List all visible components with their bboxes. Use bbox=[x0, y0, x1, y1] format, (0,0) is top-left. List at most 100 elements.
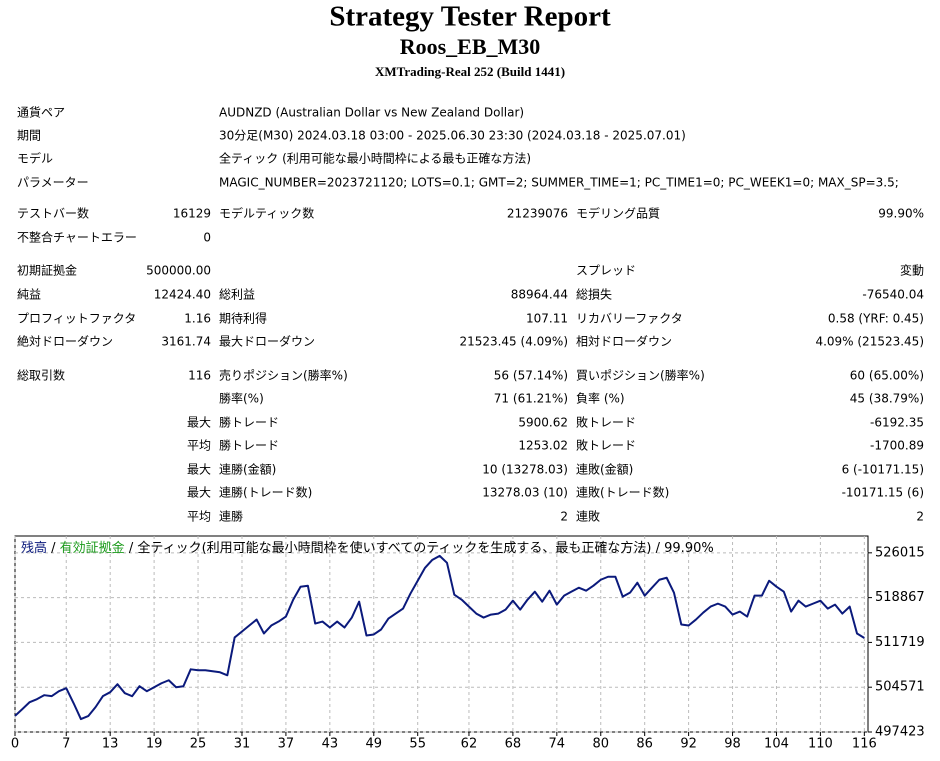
label-cell: 連勝(金額) bbox=[219, 462, 276, 477]
value-cell: 6 (-10171.15) bbox=[842, 463, 924, 477]
label-cell: 絶対ドローダウン bbox=[17, 334, 113, 349]
value-cell: 500000.00 bbox=[146, 264, 211, 278]
label-cell: 敗トレード bbox=[576, 438, 636, 453]
y-tick-label: 526015 bbox=[875, 545, 925, 560]
value-cell: -76540.04 bbox=[862, 288, 924, 302]
x-tick-label: 104 bbox=[764, 737, 789, 752]
chart-subtitle: 全ティック(利用可能な最小時間枠を使いすべてのティックを生成する、最も正確な方法… bbox=[137, 540, 713, 556]
label-cell: 30分足(M30) 2024.03.18 03:00 - 2025.06.30 … bbox=[219, 129, 686, 143]
label-cell: 連敗(金額) bbox=[576, 462, 633, 477]
x-tick-label: 19 bbox=[146, 737, 163, 752]
value-cell: 最大 bbox=[187, 486, 211, 500]
chart-frame bbox=[14, 535, 869, 733]
value-cell: -10171.15 (6) bbox=[842, 486, 924, 500]
value-cell: 1253.02 bbox=[518, 439, 568, 453]
label-cell: 相対ドローダウン bbox=[576, 334, 672, 349]
x-tick-label: 116 bbox=[852, 737, 877, 752]
value-cell: 116 bbox=[188, 369, 211, 383]
label-cell: AUDNZD (Australian Dollar vs New Zealand… bbox=[219, 106, 524, 120]
server-name: XMTrading-Real 252 (Build 1441) bbox=[375, 64, 565, 79]
label-cell: 期待利得 bbox=[219, 311, 267, 326]
value-cell: 0.58 (YRF: 0.45) bbox=[828, 312, 924, 326]
value-cell: 3161.74 bbox=[161, 335, 211, 349]
label-cell: 通貨ペア bbox=[17, 105, 65, 120]
label-cell: 不整合チャートエラー bbox=[17, 230, 137, 245]
x-tick-label: 98 bbox=[724, 737, 741, 752]
balance-line bbox=[14, 554, 865, 721]
y-tick-label: 511719 bbox=[875, 635, 925, 650]
x-tick-label: 55 bbox=[409, 737, 426, 752]
value-cell: 平均 bbox=[187, 510, 211, 524]
separator: / bbox=[125, 541, 138, 556]
value-cell: 1.16 bbox=[184, 312, 211, 326]
label-cell: 連敗 bbox=[576, 509, 600, 524]
value-cell: 4.09% (21523.45) bbox=[815, 335, 924, 349]
value-cell: 最大 bbox=[187, 463, 211, 477]
label-cell: プロフィットファクタ bbox=[17, 312, 136, 326]
label-cell: スプレッド bbox=[576, 264, 636, 278]
value-cell: 21523.45 (4.09%) bbox=[459, 335, 568, 349]
label-cell: モデル bbox=[17, 151, 53, 166]
label-cell: 総利益 bbox=[219, 288, 255, 302]
label-cell: 勝トレード bbox=[219, 438, 279, 453]
report-title: Strategy Tester Report bbox=[329, 1, 611, 33]
value-cell: 16129 bbox=[173, 207, 211, 221]
label-cell: 総損失 bbox=[576, 287, 612, 302]
chart-caption: 残高 / 有効証拠金 / 全ティック(利用可能な最小時間枠を使いすべてのティック… bbox=[21, 540, 714, 556]
x-tick-label: 62 bbox=[461, 737, 478, 752]
legend-balance: 残高 bbox=[21, 540, 47, 556]
label-cell: 期間 bbox=[17, 129, 41, 143]
label-cell: 純益 bbox=[17, 288, 41, 302]
y-tick-label: 518867 bbox=[875, 590, 925, 605]
value-cell: 107.11 bbox=[526, 312, 568, 326]
legend-equity: 有効証拠金 bbox=[60, 540, 125, 556]
x-tick-label: 80 bbox=[592, 737, 609, 752]
value-cell: 12424.40 bbox=[154, 288, 211, 302]
x-tick-label: 31 bbox=[234, 737, 251, 752]
value-cell: 平均 bbox=[187, 439, 211, 453]
y-tick-label: 497423 bbox=[875, 725, 925, 740]
label-cell: 敗トレード bbox=[576, 415, 636, 430]
x-tick-label: 49 bbox=[365, 737, 382, 752]
value-cell: 2 bbox=[560, 510, 568, 524]
label-cell: モデルティック数 bbox=[219, 206, 314, 221]
value-cell: 10 (13278.03) bbox=[482, 463, 568, 477]
value-cell: 0 bbox=[203, 231, 211, 245]
value-cell: 変動 bbox=[900, 263, 924, 278]
label-cell: 負率 (%) bbox=[576, 391, 625, 406]
value-cell: 最大 bbox=[187, 416, 211, 430]
label-cell: パラメーター bbox=[17, 176, 89, 190]
label-cell: 全ティック (利用可能な最小時間枠による最も正確な方法) bbox=[219, 151, 531, 166]
label-cell: テストバー数 bbox=[17, 206, 89, 221]
value-cell: 88964.44 bbox=[511, 288, 568, 302]
x-tick-label: 110 bbox=[808, 737, 833, 752]
value-cell: 60 (65.00%) bbox=[850, 369, 924, 383]
value-cell: 13278.03 (10) bbox=[482, 486, 568, 500]
label-cell: 勝トレード bbox=[219, 415, 279, 430]
x-tick-label: 0 bbox=[11, 737, 19, 752]
label-cell: MAGIC_NUMBER=2023721120; LOTS=0.1; GMT=2… bbox=[219, 176, 899, 190]
label-cell: リカバリーファクタ bbox=[576, 312, 683, 326]
x-tick-label: 43 bbox=[322, 737, 339, 752]
x-tick-label: 25 bbox=[190, 737, 207, 752]
report-subtitle: Roos_EB_M30 bbox=[400, 34, 541, 59]
label-cell: 初期証拠金 bbox=[17, 263, 77, 278]
label-cell: 総取引数 bbox=[17, 368, 65, 383]
x-tick-label: 37 bbox=[278, 737, 295, 752]
x-tick-label: 74 bbox=[549, 737, 566, 752]
x-tick-label: 7 bbox=[62, 737, 70, 752]
label-cell: 連勝(トレード数) bbox=[219, 485, 312, 500]
label-cell: 売りポジション(勝率%) bbox=[219, 368, 348, 383]
x-tick-label: 68 bbox=[505, 737, 522, 752]
x-tick-label: 13 bbox=[102, 737, 119, 752]
value-cell: 45 (38.79%) bbox=[850, 392, 924, 406]
label-cell: 勝率(%) bbox=[219, 391, 264, 406]
label-cell: 最大ドローダウン bbox=[219, 334, 315, 349]
value-cell: -1700.89 bbox=[870, 439, 924, 453]
x-tick-label: 86 bbox=[636, 737, 653, 752]
label-cell: 連勝 bbox=[219, 509, 243, 524]
value-cell: 56 (57.14%) bbox=[494, 369, 568, 383]
label-cell: 連敗(トレード数) bbox=[576, 485, 669, 500]
separator: / bbox=[47, 541, 60, 556]
